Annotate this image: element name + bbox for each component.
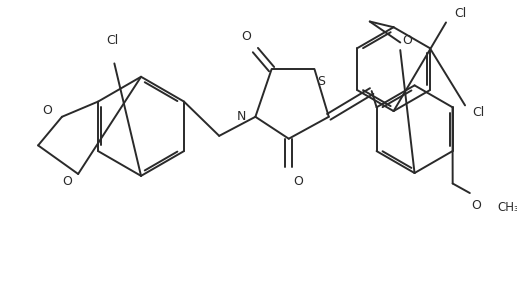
Text: Cl: Cl: [107, 34, 118, 47]
Text: O: O: [43, 104, 53, 117]
Text: CH₃: CH₃: [497, 201, 517, 214]
Text: O: O: [241, 30, 251, 43]
Text: S: S: [317, 75, 325, 88]
Text: O: O: [293, 175, 303, 188]
Text: Cl: Cl: [454, 7, 466, 20]
Text: O: O: [402, 34, 412, 47]
Text: N: N: [236, 110, 246, 123]
Text: Cl: Cl: [472, 106, 484, 119]
Text: O: O: [62, 175, 72, 188]
Text: O: O: [472, 199, 481, 212]
